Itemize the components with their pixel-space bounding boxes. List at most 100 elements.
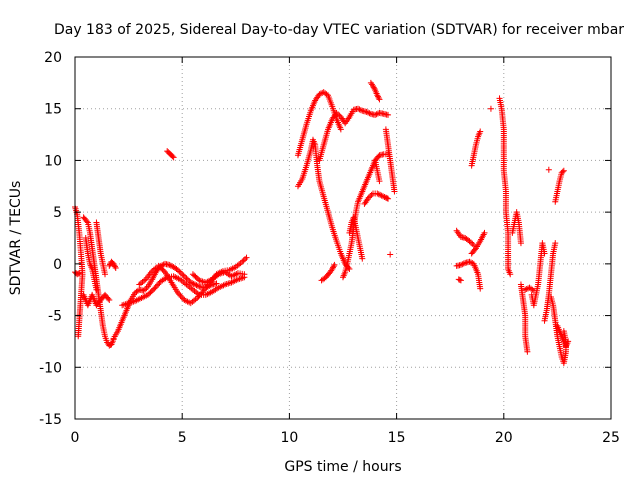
data-point — [105, 295, 112, 302]
data-point — [373, 111, 380, 118]
data-point — [334, 111, 341, 118]
data-point — [507, 271, 514, 278]
data-point — [457, 261, 464, 268]
data-point — [456, 276, 463, 283]
data-point — [329, 266, 336, 273]
x-tick-label: 5 — [178, 430, 187, 446]
plot-frame — [74, 56, 612, 420]
data-point — [385, 111, 392, 118]
data-point — [371, 85, 378, 92]
x-tick-label: 15 — [388, 430, 406, 446]
data-point — [366, 110, 373, 117]
x-tick-label: 10 — [280, 430, 298, 446]
data-point — [375, 95, 382, 102]
data-point — [83, 218, 90, 225]
data-point — [375, 93, 382, 100]
data-point — [457, 277, 464, 284]
data-point — [176, 291, 183, 298]
data-point — [196, 292, 203, 299]
data-points — [72, 79, 572, 367]
data-point — [331, 261, 338, 268]
data-point — [75, 270, 82, 277]
data-point — [336, 112, 343, 119]
data-point — [565, 338, 572, 345]
data-point — [150, 286, 157, 293]
data-point — [387, 251, 394, 258]
data-point — [151, 285, 158, 292]
data-point — [469, 240, 476, 247]
y-tick-label: 20 — [44, 50, 62, 66]
data-point — [192, 281, 199, 288]
y-tick-label: 5 — [53, 205, 62, 221]
y-tick-label: -5 — [48, 309, 62, 325]
data-point — [182, 273, 189, 280]
data-point — [142, 286, 149, 293]
data-point — [466, 258, 473, 265]
data-point — [381, 193, 388, 200]
data-point — [467, 239, 474, 246]
data-point — [169, 153, 176, 160]
y-tick-label: 10 — [44, 153, 62, 169]
data-point — [102, 271, 109, 278]
data-point — [477, 128, 484, 135]
data-point — [176, 268, 183, 275]
data-point — [487, 105, 494, 112]
data-point — [380, 193, 387, 200]
data-point — [106, 297, 113, 304]
data-point — [541, 250, 548, 257]
grid-lines — [75, 57, 611, 419]
data-point — [242, 256, 249, 263]
data-point — [194, 294, 201, 301]
data-point — [195, 293, 202, 300]
data-point — [143, 284, 150, 291]
data-point — [178, 294, 185, 301]
data-point — [522, 286, 529, 293]
x-tick-label: 20 — [495, 430, 513, 446]
data-point — [199, 289, 206, 296]
data-point — [243, 254, 250, 261]
data-point — [517, 240, 524, 247]
data-point — [167, 262, 174, 269]
y-tick-label: -15 — [39, 412, 62, 428]
data-point — [383, 195, 390, 202]
data-point — [189, 280, 196, 287]
data-point — [357, 107, 364, 114]
data-point — [477, 285, 484, 292]
data-point — [560, 167, 567, 174]
data-point — [193, 282, 200, 289]
data-point — [112, 263, 119, 270]
data-point — [316, 91, 323, 98]
axis-ticks: 0 5 10 15 20 25 -15 -10 -5 0 5 10 15 20 — [39, 50, 620, 446]
data-point — [356, 106, 363, 113]
data-point — [110, 260, 117, 267]
data-point — [376, 96, 383, 103]
data-point — [187, 279, 194, 286]
data-point — [170, 154, 177, 161]
data-point — [75, 333, 82, 340]
data-point — [370, 82, 377, 89]
y-tick-label: -10 — [39, 360, 62, 376]
data-point — [385, 195, 392, 202]
data-point — [368, 191, 375, 198]
data-point — [329, 264, 336, 271]
data-point — [184, 276, 191, 283]
data-point — [183, 275, 190, 282]
data-point — [524, 348, 531, 355]
data-point — [153, 282, 160, 289]
data-point — [378, 192, 385, 199]
data-point — [372, 111, 379, 118]
data-point — [240, 257, 247, 264]
data-point — [106, 262, 113, 269]
data-point — [545, 166, 552, 173]
data-point — [470, 242, 477, 249]
data-point — [471, 246, 478, 253]
data-point — [363, 108, 370, 115]
data-point — [552, 240, 559, 247]
x-tick-label: 25 — [602, 430, 620, 446]
data-point — [377, 191, 384, 198]
data-point — [460, 260, 467, 267]
data-point — [355, 105, 362, 112]
data-point — [365, 194, 372, 201]
data-point — [140, 287, 147, 294]
data-point — [333, 109, 340, 116]
